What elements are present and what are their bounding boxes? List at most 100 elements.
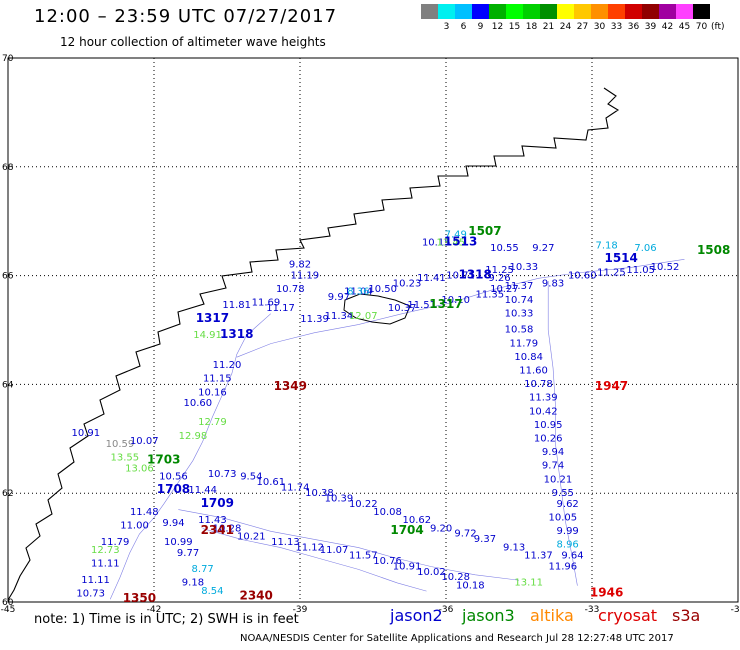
pass-time-label: 1704 [390,523,423,537]
wave-height-label: 10.95 [534,420,563,431]
wave-height-label: 10.58 [505,325,534,336]
wave-height-label: 10.22 [349,499,378,510]
wave-height-label: 7.06 [634,243,656,254]
wave-height-label: 11.15 [203,374,232,385]
wave-height-label: 10.71 [446,270,475,281]
wave-height-label: 10.56 [159,472,188,483]
wave-height-label: 9.13 [503,542,525,553]
legend-swatch [540,4,557,19]
coast-line [7,87,620,601]
wave-height-label: 10.59 [106,439,135,450]
legend-swatch [489,4,506,19]
wave-height-label: 10.78 [524,379,553,390]
legend-swatch [642,4,659,19]
wave-height-label: 11.11 [91,559,120,570]
legend-label: 15 [508,22,521,32]
wave-height-label: 10.15 [422,238,451,249]
lon-label: -45 [1,605,16,615]
lat-label: 64 [2,380,14,390]
wave-height-label: 10.39 [325,493,354,504]
pass-time-labels: 1349 1947 1946 2340 2341 1350 1317 1317 1318 1318… [123,224,731,605]
wave-height-label: 9.55 [552,488,574,499]
pass-time-label: 1318 [458,267,491,281]
wave-height-label: 10.33 [510,262,539,273]
wave-height-label: 9.82 [289,259,311,270]
wave-height-label: 10.55 [490,243,519,254]
wave-height-label: 10.61 [256,477,285,488]
wave-height-label: 10.23 [393,278,422,289]
wave-height-label: 14.91 [193,330,222,341]
pass-time-label: 1350 [123,591,156,605]
track-1317-left [109,313,271,600]
wave-height-label: 10.37 [388,303,417,314]
legend-label: 6 [460,22,467,32]
wave-height-label: 12.98 [179,431,208,442]
wave-height-label: 9.27 [532,243,554,254]
wave-height-label: 10.26 [534,434,563,445]
track-1709 [202,528,427,592]
wave-height-label: 10.99 [164,537,193,548]
axis-tick-labels: 70 68 66 64 62 60-45 -42 -39 -36 -33 -30 [1,54,740,615]
pass-time-label: 1947 [595,379,628,393]
legend-cell: 12 [489,4,506,32]
wave-height-label: 12.07 [349,311,378,322]
pass-time-label: 1317 [429,297,462,311]
page-title: 12:00 – 23:59 UTC 07/27/2017 [34,6,338,27]
legend-label: 33 [610,22,623,32]
legend-jason2: jason2 [390,606,443,625]
wave-height-label: 11.34 [325,311,354,322]
legend-label: 42 [661,22,674,32]
wave-height-label: 11.96 [548,561,577,572]
legend-label: 3 [443,22,450,32]
wave-height-label: 11.39 [300,314,329,325]
wave-height-label: 11.25 [485,265,514,276]
wave-height-label: 9.20 [430,523,452,534]
wave-height-label: 11.74 [281,482,310,493]
pass-time-label: 1708 [157,482,190,496]
legend-unit: (ft) [711,22,725,32]
pass-time-label: 2341 [201,523,234,537]
wave-height-label: 10.60 [183,398,212,409]
wave-height-label: 10.42 [529,406,558,417]
wave-height-label: 9.83 [542,278,564,289]
lon-label: -33 [585,605,600,615]
legend-label: 70 [695,22,708,32]
wave-height-label: 9.54 [240,472,262,483]
legend-label: 39 [644,22,657,32]
wave-height-label: 11.25 [597,268,626,279]
legend-cryosat: cryosat [598,606,658,625]
footer-note: note: 1) Time is in UTC; 2) SWH is in fe… [34,612,299,627]
legend-cell: 15 [506,4,523,32]
legend-swatch [455,4,472,19]
wave-height-label: 9.62 [557,499,579,510]
pass-time-label: 1317 [196,311,229,325]
graticule [8,58,738,602]
legend-swatch [591,4,608,19]
wave-height-label: 10.91 [72,428,101,439]
wave-height-label: 11.48 [130,507,159,518]
wave-height-label: 11.00 [120,521,149,532]
wave-height-label: 11.57 [349,550,378,561]
legend-cell: 36 [625,4,642,32]
wave-height-label: 11.37 [505,281,534,292]
wave-height-label: 11.39 [529,393,558,404]
wave-height-label: 13.45 [437,238,466,249]
legend-swatch [676,4,693,19]
legend-label: 30 [593,22,606,32]
lon-label: -30 [731,605,740,615]
altimeter-tracks [109,258,685,600]
wave-height-label: 9.97 [328,292,350,303]
wave-height-label: 10.02 [417,567,446,578]
legend-cell: 3 [438,4,455,32]
legend-swatch [557,4,574,19]
legend-cell: 33 [608,4,625,32]
wave-height-label: 8.96 [557,540,579,551]
pass-time-label: 1318 [220,327,253,341]
wave-height-label: 11.60 [519,366,548,377]
track-1947 [547,281,578,586]
legend-cell: 24 [557,4,574,32]
color-legend: 3 6 9 12 15 18 21 24 27 30 33 36 39 42 45 70 (ft) [421,4,725,32]
lat-label: 70 [2,54,14,64]
